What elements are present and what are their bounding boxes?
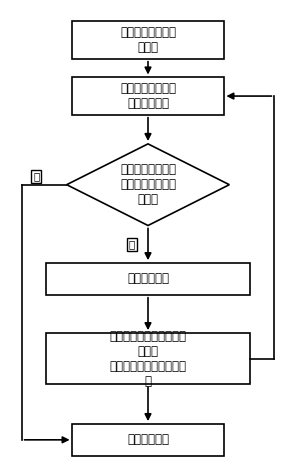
Text: 改变控制变量: 改变控制变量 bbox=[127, 272, 169, 286]
Bar bbox=[46, 263, 250, 295]
Text: 完成设备测试: 完成设备测试 bbox=[127, 433, 169, 447]
Bar bbox=[73, 77, 223, 115]
Text: 是: 是 bbox=[33, 171, 39, 181]
Text: 进行当前环境下的设备性
能测试
，并将测试结果录入数据
库: 进行当前环境下的设备性 能测试 ，并将测试结果录入数据 库 bbox=[110, 329, 186, 388]
Text: 设置被测参数范围
和精度: 设置被测参数范围 和精度 bbox=[120, 26, 176, 54]
Bar bbox=[46, 333, 250, 384]
Text: 否: 否 bbox=[129, 239, 135, 249]
Polygon shape bbox=[67, 144, 229, 226]
Text: 判断被测参数范围
和精度是否满足设
管要求: 判断被测参数范围 和精度是否满足设 管要求 bbox=[120, 163, 176, 206]
Bar bbox=[73, 424, 223, 455]
Bar bbox=[73, 21, 223, 59]
Text: 读取数据库中所有
的被测参数值: 读取数据库中所有 的被测参数值 bbox=[120, 82, 176, 110]
